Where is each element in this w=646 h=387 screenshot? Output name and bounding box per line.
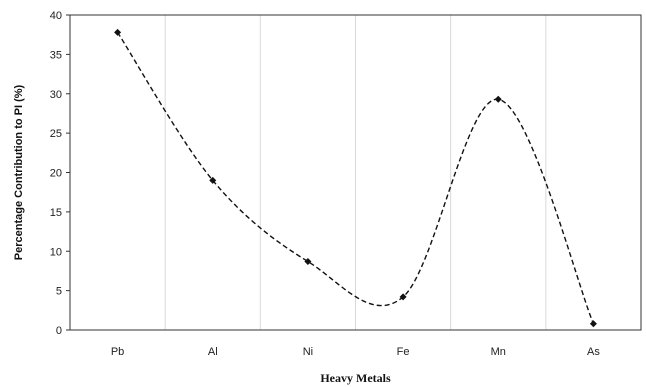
- y-axis-label: Percentage Contribution to PI (%): [13, 84, 25, 260]
- y-tick-label: 35: [50, 49, 62, 61]
- y-tick-label: 15: [50, 207, 62, 219]
- grid-lines: [164, 15, 547, 330]
- y-tick-label: 25: [50, 128, 62, 140]
- y-tick-label: 5: [56, 286, 62, 298]
- data-point-pb: [114, 28, 122, 36]
- data-point-fe: [399, 293, 407, 301]
- x-axis-ticks: Pb Al Ni Fe Mn As: [111, 346, 600, 358]
- x-tick-label: Ni: [303, 346, 313, 358]
- y-tick-label: 20: [50, 168, 62, 180]
- x-tick-label: As: [587, 346, 600, 358]
- y-axis-ticks: 0 5 10 15 20 25 30 35 40: [50, 10, 70, 337]
- y-tick-label: 40: [50, 10, 62, 22]
- data-point-as: [589, 320, 597, 328]
- x-tick-label: Mn: [491, 346, 506, 358]
- x-tick-label: Fe: [397, 346, 410, 358]
- y-tick-label: 30: [50, 89, 62, 101]
- series-line: [116, 31, 595, 324]
- data-markers: [114, 28, 597, 328]
- data-point-mn: [494, 95, 502, 103]
- x-axis-label: Heavy Metals: [320, 371, 391, 385]
- x-tick-label: Pb: [111, 346, 124, 358]
- data-point-ni: [304, 257, 312, 265]
- data-point-al: [209, 176, 217, 184]
- y-tick-label: 10: [50, 246, 62, 258]
- y-tick-label: 0: [56, 325, 62, 337]
- x-tick-label: Al: [208, 346, 218, 358]
